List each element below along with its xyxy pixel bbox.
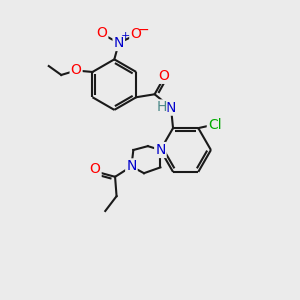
Text: +: + (121, 32, 130, 41)
Text: Cl: Cl (208, 118, 221, 132)
Text: −: − (138, 23, 150, 37)
Text: N: N (155, 143, 166, 157)
Text: N: N (114, 36, 124, 50)
Text: O: O (158, 69, 169, 83)
Text: N: N (126, 159, 136, 173)
Text: O: O (90, 162, 101, 176)
Text: N: N (166, 100, 176, 115)
Text: H: H (156, 100, 167, 114)
Text: O: O (130, 27, 141, 41)
Text: O: O (96, 26, 107, 40)
Text: O: O (71, 64, 82, 77)
